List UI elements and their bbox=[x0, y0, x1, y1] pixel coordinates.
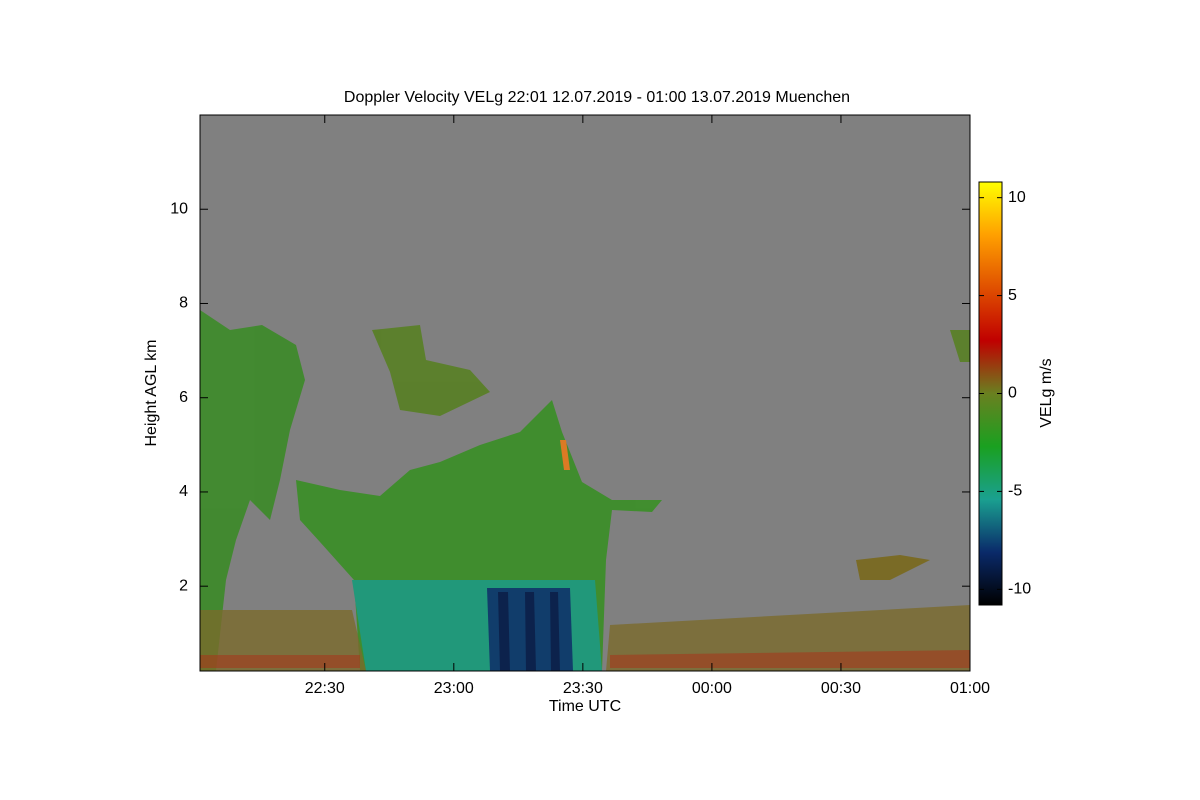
echo bbox=[950, 330, 970, 362]
y-tick-label: 8 bbox=[179, 295, 188, 312]
y-axis-label: Height AGL km bbox=[143, 339, 160, 446]
plot-frame bbox=[199, 114, 971, 672]
echo bbox=[856, 555, 930, 580]
x-tick-label: 00:00 bbox=[692, 680, 732, 697]
echo bbox=[200, 650, 970, 668]
x-tick-label: 23:30 bbox=[563, 680, 603, 697]
echo bbox=[200, 605, 970, 671]
colorbar-tick-label: -10 bbox=[1008, 581, 1031, 598]
colorbar-tick-label: -5 bbox=[1008, 483, 1022, 500]
colorbar-label: VELg m/s bbox=[1038, 358, 1055, 427]
x-tick-label: 22:30 bbox=[305, 680, 345, 697]
colorbar-tick-label: 0 bbox=[1008, 385, 1017, 402]
x-tick-label: 23:00 bbox=[434, 680, 474, 697]
y-tick-label: 2 bbox=[179, 577, 188, 594]
x-tick-label: 00:30 bbox=[821, 680, 861, 697]
y-tick-label: 10 bbox=[170, 200, 188, 217]
echo-regions bbox=[200, 310, 970, 671]
echo bbox=[498, 592, 560, 671]
x-tick-label: 01:00 bbox=[950, 680, 990, 697]
colorbar-tick-label: 5 bbox=[1008, 287, 1017, 304]
x-axis-label: Time UTC bbox=[549, 698, 621, 715]
echo bbox=[200, 310, 305, 671]
chart-title: Doppler Velocity VELg 22:01 12.07.2019 -… bbox=[344, 89, 850, 106]
y-tick-label: 6 bbox=[179, 389, 188, 406]
colorbar-tick-label: 10 bbox=[1008, 189, 1026, 206]
echo bbox=[372, 325, 490, 416]
y-tick-label: 4 bbox=[179, 483, 188, 500]
echo bbox=[560, 440, 570, 470]
